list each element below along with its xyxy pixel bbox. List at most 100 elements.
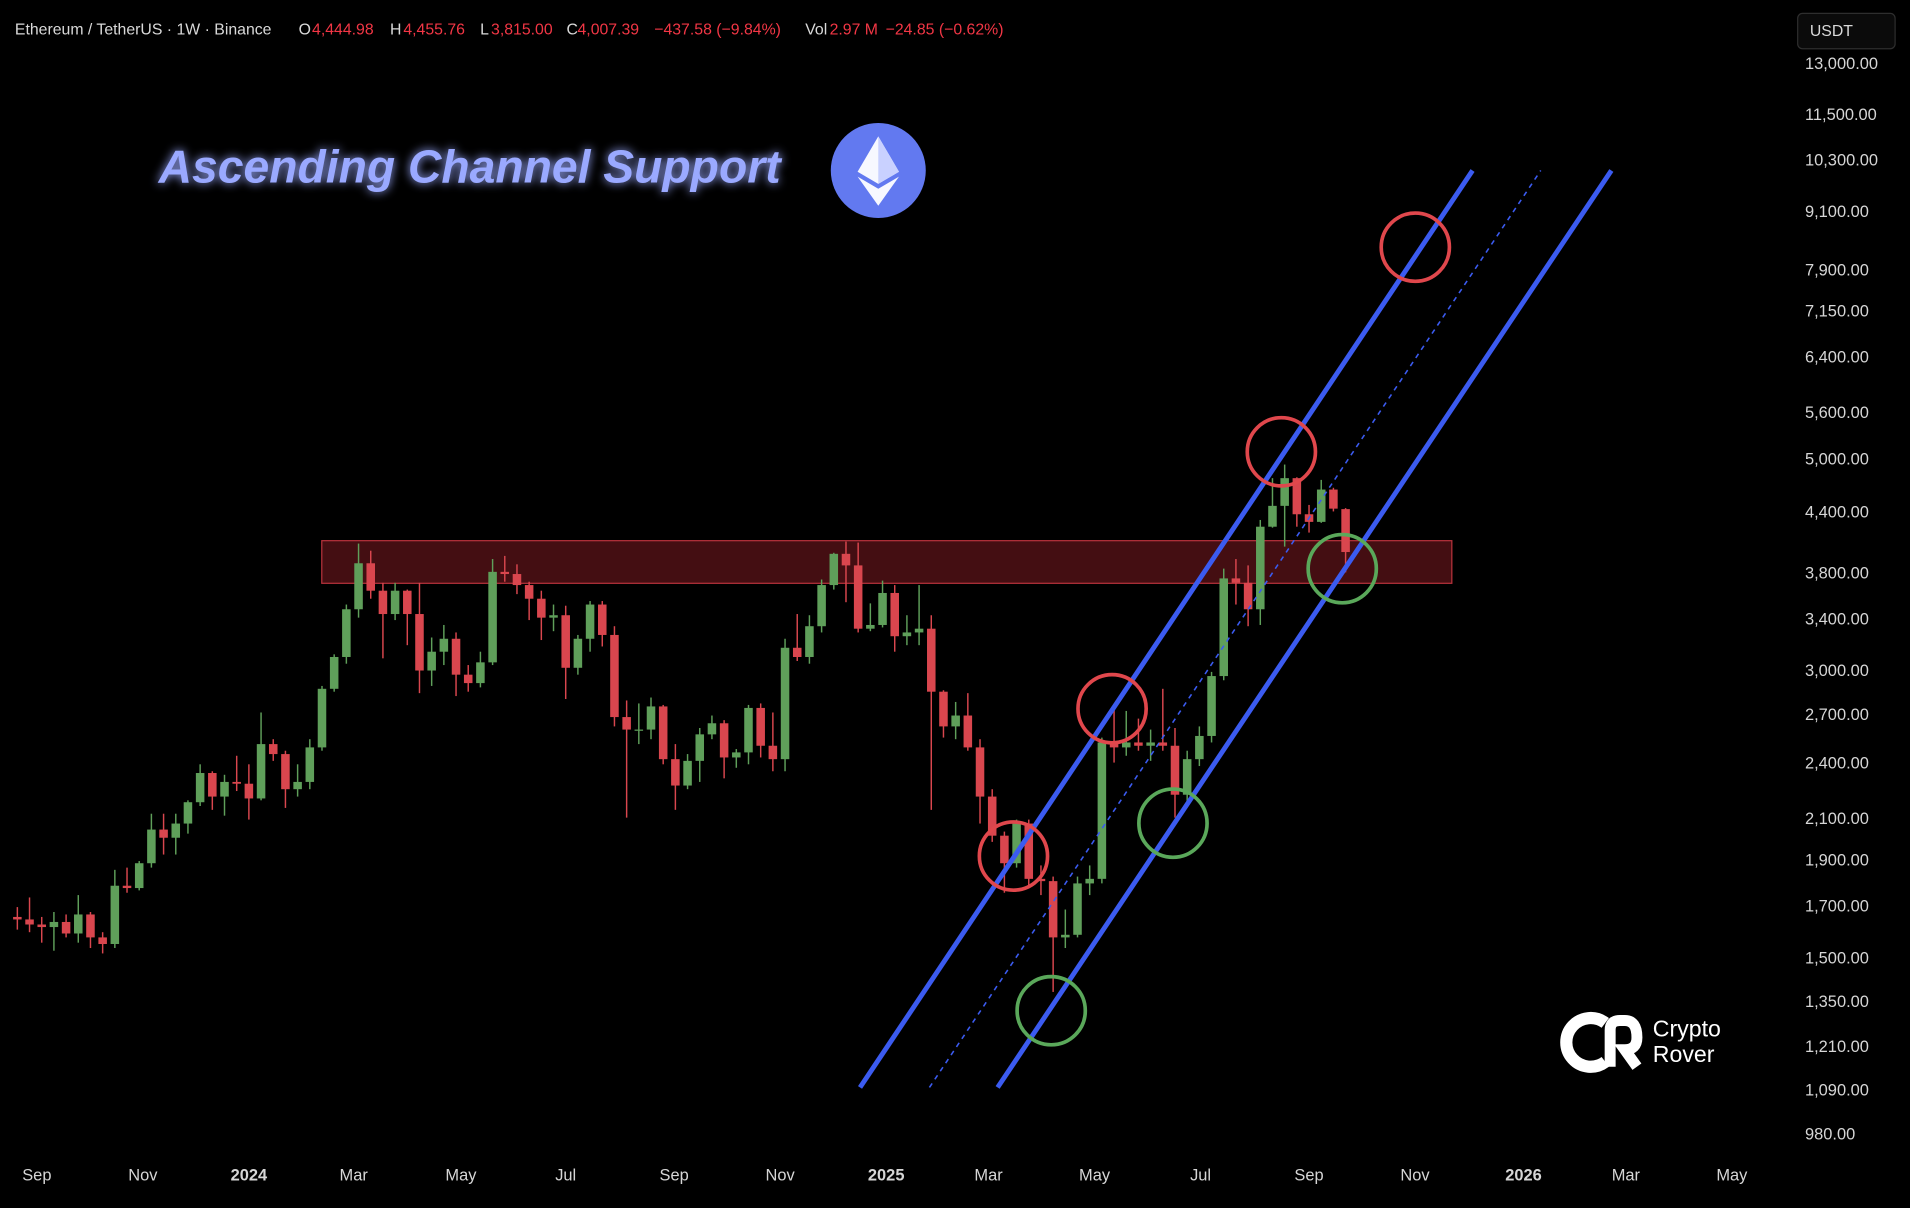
- candle-body: [1121, 742, 1131, 748]
- candle-body: [914, 628, 924, 633]
- candle-body: [159, 829, 168, 838]
- candle-body: [1280, 478, 1289, 506]
- candle-body: [317, 688, 327, 748]
- candle-body: [244, 783, 254, 799]
- candle-body: [183, 802, 193, 824]
- channel-upper: [857, 169, 1475, 1089]
- candle-body: [25, 919, 34, 925]
- support-touch: [1137, 787, 1209, 860]
- volume-change: −24.85 (−0.62%): [886, 22, 1004, 39]
- x-tick-label: Sep: [22, 1167, 51, 1185]
- candle-body: [866, 624, 875, 629]
- candle-body: [829, 553, 839, 586]
- y-tick-label: 1,900.00: [1805, 851, 1869, 869]
- y-tick-label: 1,500.00: [1805, 949, 1869, 967]
- candle-body: [1316, 489, 1326, 522]
- y-tick-label: 3,800.00: [1805, 564, 1869, 582]
- watermark-text: Crypto: [1653, 1015, 1721, 1041]
- candle-body: [512, 574, 522, 586]
- candle-body: [122, 885, 132, 889]
- candle-body: [597, 604, 607, 635]
- y-tick-label: 2,400.00: [1805, 755, 1869, 773]
- candle-body: [1024, 823, 1034, 879]
- y-tick-label: 6,400.00: [1805, 349, 1869, 367]
- candle-body: [86, 914, 95, 938]
- x-tick-label: Sep: [1294, 1167, 1323, 1185]
- candle-body: [987, 796, 997, 836]
- ohlc-value: 3,815.00: [491, 22, 553, 39]
- candle-body: [622, 717, 631, 730]
- candle-body: [1243, 582, 1253, 610]
- x-tick-label: Jul: [1190, 1167, 1211, 1185]
- candle-body: [707, 723, 717, 735]
- candle-body: [1073, 883, 1082, 935]
- ohlc-key: O: [299, 22, 311, 39]
- candle-body: [927, 628, 936, 692]
- x-tick-label: 2026: [1505, 1167, 1542, 1185]
- candle-body: [1134, 742, 1143, 746]
- y-tick-label: 5,600.00: [1805, 404, 1869, 422]
- watermark-text: Rover: [1653, 1041, 1715, 1067]
- candle-body: [488, 571, 497, 663]
- candle-body: [147, 829, 156, 864]
- candle-body: [1109, 742, 1119, 748]
- candle-body: [610, 634, 619, 718]
- candle-body: [268, 744, 278, 755]
- support-touch: [1306, 532, 1379, 605]
- candle-body: [951, 715, 960, 727]
- candle-body: [98, 937, 107, 945]
- candle-body: [756, 707, 765, 746]
- candle-body: [1061, 934, 1070, 938]
- candle-body: [463, 674, 473, 684]
- currency-box[interactable]: [1797, 12, 1896, 50]
- chart-title: Ascending Channel Support: [158, 141, 783, 193]
- candle-body: [1012, 823, 1021, 864]
- candle-body: [427, 651, 436, 671]
- candle-body: [1170, 745, 1180, 795]
- ohlc-value: 4,455.76: [403, 22, 465, 39]
- candle-body: [134, 863, 144, 889]
- resistance-touch: [1245, 415, 1318, 488]
- y-tick-label: 980.00: [1805, 1126, 1855, 1144]
- x-tick-label: Jul: [555, 1167, 576, 1185]
- candle-body: [378, 590, 388, 615]
- candle-body: [634, 729, 644, 731]
- candle-body: [963, 715, 973, 748]
- x-tick-label: Nov: [128, 1167, 158, 1185]
- symbol: Ethereum / TetherUS · 1W · Binance: [15, 22, 272, 39]
- candle-body: [878, 592, 887, 625]
- x-tick-label: May: [1716, 1167, 1748, 1185]
- ohlc-value: 4,007.39: [578, 22, 640, 39]
- y-tick-label: 1,090.00: [1805, 1081, 1869, 1099]
- y-tick-label: 1,700.00: [1805, 897, 1869, 915]
- candle-body: [74, 914, 83, 934]
- candle-body: [403, 590, 412, 615]
- candles: [13, 464, 1350, 992]
- candle-body: [415, 614, 424, 671]
- x-tick-label: Nov: [766, 1167, 796, 1185]
- x-tick-label: Sep: [660, 1167, 689, 1185]
- candle-body: [902, 632, 912, 637]
- candle-body: [1207, 676, 1216, 736]
- candle-body: [1195, 735, 1204, 760]
- candle-body: [561, 615, 570, 668]
- candle-body: [890, 592, 899, 637]
- channel-mid: [928, 170, 1542, 1088]
- candle-body: [61, 921, 71, 934]
- candle-body: [683, 760, 692, 786]
- candle-body: [451, 638, 461, 675]
- candle-body: [195, 773, 205, 803]
- candle-body: [439, 638, 449, 652]
- x-tick-label: May: [445, 1167, 477, 1185]
- y-tick-label: 2,100.00: [1805, 810, 1869, 828]
- candle-body: [841, 553, 851, 566]
- candle-body: [1097, 742, 1107, 879]
- currency[interactable]: USDT: [1810, 23, 1853, 40]
- candle-body: [780, 647, 790, 760]
- candle-body: [695, 734, 705, 761]
- y-tick-label: 7,900.00: [1805, 261, 1869, 279]
- candle-body: [208, 773, 217, 797]
- candle-body: [13, 916, 22, 920]
